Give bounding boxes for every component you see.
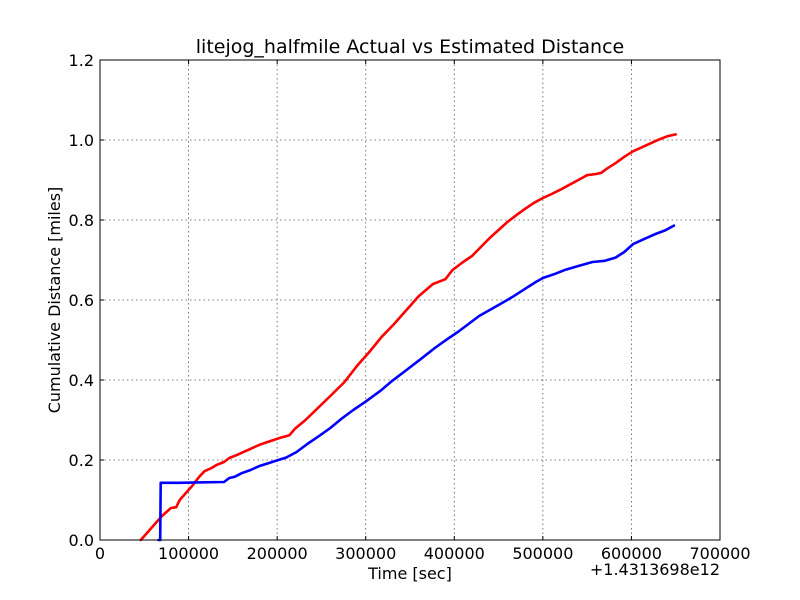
y-tick-label: 0.4 (69, 371, 94, 390)
x-tick-label: 0 (95, 544, 105, 563)
y-tick-label: 0.0 (69, 531, 94, 550)
ticks: 0 100000 200000 300000 400000 500000 600000 700… (69, 51, 751, 563)
series-layer (139, 133, 678, 542)
estimated-distance-line (139, 133, 678, 542)
x-tick-label: 200000 (247, 544, 308, 563)
y-tick-label: 0.2 (69, 451, 94, 470)
y-tick-label: 1.0 (69, 131, 94, 150)
y-tick-label: 0.6 (69, 291, 94, 310)
chart-title: litejog_halfmile Actual vs Estimated Dis… (196, 36, 624, 58)
x-tick-label: 600000 (601, 544, 662, 563)
grid (100, 60, 720, 540)
plot-area (100, 60, 720, 540)
x-tick-label: 300000 (335, 544, 396, 563)
x-tick-label: 700000 (689, 544, 750, 563)
y-axis-title: Cumulative Distance [miles] (45, 187, 64, 414)
actual-distance-line (157, 224, 676, 542)
x-axis-title: Time [sec] (367, 564, 452, 583)
x-tick-label: 500000 (512, 544, 573, 563)
x-tick-label: 100000 (158, 544, 219, 563)
y-tick-label: 0.8 (69, 211, 94, 230)
y-tick-label: 1.2 (69, 51, 94, 70)
x-offset-label: +1.4313698e12 (590, 560, 720, 579)
x-tick-label: 400000 (424, 544, 485, 563)
